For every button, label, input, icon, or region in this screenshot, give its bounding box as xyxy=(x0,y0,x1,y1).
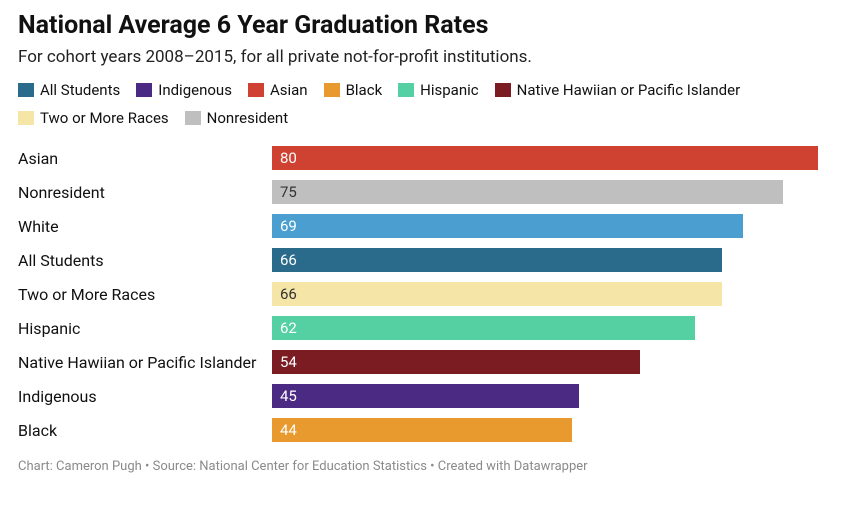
bar-chart: Asian80Nonresident75White69All Students6… xyxy=(18,143,838,445)
category-label: Two or More Races xyxy=(18,285,272,304)
bar-track: 75 xyxy=(272,180,838,204)
bar: 54 xyxy=(272,350,640,374)
legend-label: Two or More Races xyxy=(40,109,169,127)
category-label: Native Hawiian or Pacific Islander xyxy=(18,353,272,372)
legend-label: All Students xyxy=(40,81,120,99)
chart-title: National Average 6 Year Graduation Rates xyxy=(18,10,840,41)
bar: 44 xyxy=(272,418,572,442)
legend-label: Nonresident xyxy=(207,109,288,127)
legend-swatch xyxy=(185,111,201,125)
bar-value: 80 xyxy=(272,149,297,167)
chart-row: Nonresident75 xyxy=(18,177,838,207)
category-label: Black xyxy=(18,421,272,440)
legend-swatch xyxy=(495,83,511,97)
chart-row: All Students66 xyxy=(18,245,838,275)
chart-row: White69 xyxy=(18,211,838,241)
legend-swatch xyxy=(324,83,340,97)
bar-value: 45 xyxy=(272,387,297,405)
category-label: White xyxy=(18,217,272,236)
category-label: Indigenous xyxy=(18,387,272,406)
bar: 75 xyxy=(272,180,783,204)
legend-item: Nonresident xyxy=(185,109,288,127)
bar-track: 54 xyxy=(272,350,838,374)
bar-track: 44 xyxy=(272,418,838,442)
legend: All Students Indigenous Asian Black Hispanic… xyxy=(18,81,838,127)
chart-footer: Chart: Cameron Pugh • Source: National C… xyxy=(18,459,840,474)
legend-label: Hispanic xyxy=(420,81,478,99)
legend-item: Two or More Races xyxy=(18,109,169,127)
legend-swatch xyxy=(136,83,152,97)
chart-row: Two or More Races66 xyxy=(18,279,838,309)
legend-item: Asian xyxy=(248,81,308,99)
bar: 66 xyxy=(272,282,722,306)
category-label: Hispanic xyxy=(18,319,272,338)
legend-label: Black xyxy=(346,81,383,99)
bar-value: 62 xyxy=(272,319,297,337)
chart-container: National Average 6 Year Graduation Rates… xyxy=(0,0,858,486)
bar-track: 80 xyxy=(272,146,838,170)
legend-label: Asian xyxy=(270,81,308,99)
bar-value: 66 xyxy=(272,251,297,269)
bar-value: 54 xyxy=(272,353,297,371)
legend-item: All Students xyxy=(18,81,120,99)
bar: 69 xyxy=(272,214,743,238)
bar-track: 62 xyxy=(272,316,838,340)
bar-value: 44 xyxy=(272,421,297,439)
legend-item: Indigenous xyxy=(136,81,232,99)
bar: 66 xyxy=(272,248,722,272)
legend-item: Hispanic xyxy=(398,81,478,99)
legend-swatch xyxy=(18,83,34,97)
chart-row: Native Hawiian or Pacific Islander54 xyxy=(18,347,838,377)
legend-item: Black xyxy=(324,81,383,99)
bar: 45 xyxy=(272,384,579,408)
legend-swatch xyxy=(398,83,414,97)
bar-value: 66 xyxy=(272,285,297,303)
bar-track: 66 xyxy=(272,282,838,306)
bar-value: 69 xyxy=(272,217,297,235)
bar-track: 66 xyxy=(272,248,838,272)
category-label: All Students xyxy=(18,251,272,270)
bar-track: 69 xyxy=(272,214,838,238)
category-label: Asian xyxy=(18,149,272,168)
legend-swatch xyxy=(248,83,264,97)
chart-row: Indigenous45 xyxy=(18,381,838,411)
bar: 80 xyxy=(272,146,818,170)
category-label: Nonresident xyxy=(18,183,272,202)
bar-track: 45 xyxy=(272,384,838,408)
bar: 62 xyxy=(272,316,695,340)
legend-swatch xyxy=(18,111,34,125)
chart-row: Hispanic62 xyxy=(18,313,838,343)
legend-label: Indigenous xyxy=(158,81,232,99)
chart-subtitle: For cohort years 2008–2015, for all priv… xyxy=(18,47,840,67)
legend-label: Native Hawiian or Pacific Islander xyxy=(517,81,741,99)
legend-item: Native Hawiian or Pacific Islander xyxy=(495,81,741,99)
chart-row: Black44 xyxy=(18,415,838,445)
bar-value: 75 xyxy=(272,183,297,201)
chart-row: Asian80 xyxy=(18,143,838,173)
